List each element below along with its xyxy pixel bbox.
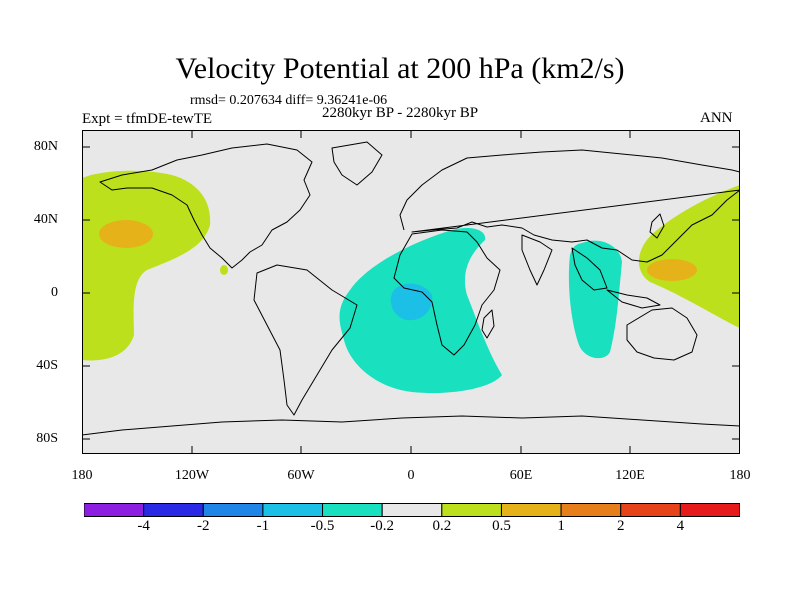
lon-label-120w: 120W [174,468,210,483]
colorbar-label: 2 [616,518,625,534]
colorbar-label: -1 [256,518,270,534]
contour-small-green-patch [220,265,228,275]
coast-japan [649,213,665,239]
coast-antarctica [82,415,740,436]
colorbar-swatch [441,503,502,517]
colorbar-swatch [322,503,383,517]
coast-north-america [99,143,313,269]
colorbar-label: -4 [137,518,150,534]
lon-label-60w: 60W [287,468,315,483]
lat-label-40s: 40S [36,358,58,373]
colorbar [84,503,740,517]
coast-south-america [253,264,358,416]
coast-africa [393,229,501,356]
lon-label-180e: 180 [729,468,751,483]
contour-core-gulf-of-guinea [390,283,433,321]
lon-label-180w: 180 [71,468,93,483]
colorbar-label: -2 [197,518,210,534]
lat-label-40n: 40N [33,212,58,227]
contour-region-pacific-west [638,185,740,328]
world-map [82,130,740,454]
colorbar-swatch [381,503,443,517]
contour-region-pacific-east [82,170,211,361]
period-subtitle: 2280kyr BP - 2280kyr BP [322,105,479,121]
colorbar-label: -0.2 [370,518,395,534]
coast-australia [626,307,698,361]
contour-region-indian-ocean [568,240,622,359]
colorbar-label: 0.2 [432,518,452,534]
contour-core-pacific-west [647,259,697,281]
experiment-label: Expt = tfmDE-tewTE [82,111,213,127]
lon-label-120e: 120E [615,468,645,483]
axis-ticks [82,130,740,454]
colorbar-swatch [262,503,324,517]
coast-india [521,234,553,286]
map-title: Velocity Potential at 200 hPa (km2/s) [175,52,625,85]
coastlines [82,141,740,436]
colorbar-label: 0.5 [492,518,511,534]
colorbar-swatch [143,503,204,517]
colorbar-swatch [679,503,740,517]
coast-madagascar [481,309,495,339]
coast-europe-asia [399,149,740,263]
contour-core-pacific-east [99,220,153,248]
lon-label-60e: 60E [509,468,533,483]
lon-label-0: 0 [407,468,415,483]
season-label: ANN [700,110,733,126]
lat-label-80n: 80N [33,139,58,154]
colorbar-label: 4 [676,518,685,534]
colorbar-swatch [500,503,562,517]
colorbar-swatch [560,503,622,517]
colorbar-swatch [84,503,145,517]
lat-label-80s: 80S [36,431,58,446]
lat-label-eq: 0 [51,285,58,300]
colorbar-label: 1 [557,518,565,534]
colorbar-swatch [620,503,681,517]
coast-greenland [331,141,383,186]
colorbar-swatch [202,503,264,517]
rmsd-diff-stats: rmsd= 0.207634 diff= 9.36241e-06 [190,93,388,108]
colorbar-label: -0.5 [310,518,335,534]
coast-southeast-asia [571,247,661,309]
